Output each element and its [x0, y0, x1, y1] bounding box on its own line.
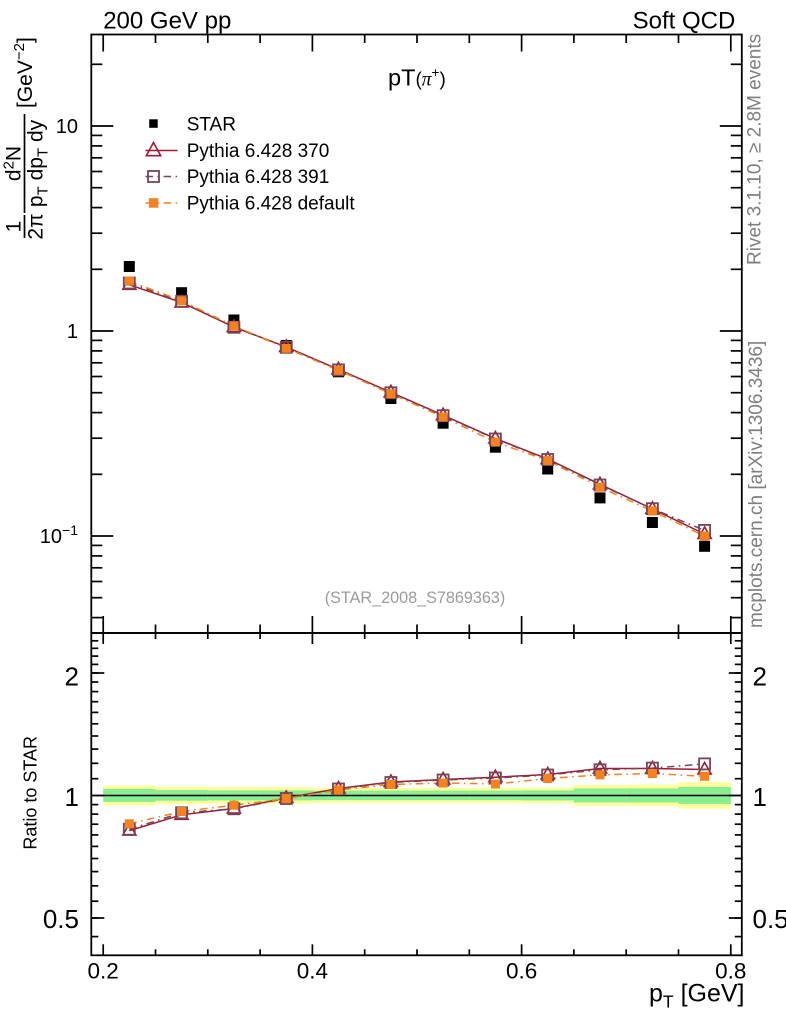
svg-text:200 GeV pp: 200 GeV pp — [103, 7, 231, 34]
svg-text:Ratio to STAR: Ratio to STAR — [21, 736, 41, 850]
svg-text:Pythia 6.428 391: Pythia 6.428 391 — [187, 167, 330, 188]
svg-text:0.6: 0.6 — [506, 959, 537, 984]
svg-text:Rivet 3.1.10, ≥ 2.8M events: Rivet 3.1.10, ≥ 2.8M events — [745, 34, 766, 265]
svg-text:Pythia 6.428 370: Pythia 6.428 370 — [187, 141, 330, 162]
svg-text:STAR: STAR — [187, 114, 236, 135]
svg-text:0.5: 0.5 — [753, 904, 786, 934]
svg-text:d2N: d2N — [1, 146, 26, 181]
svg-text:1: 1 — [67, 321, 78, 343]
svg-text:1: 1 — [753, 782, 767, 812]
svg-text:2: 2 — [753, 662, 767, 692]
svg-text:10: 10 — [56, 116, 78, 138]
svg-text:(STAR_2008_S7869363): (STAR_2008_S7869363) — [325, 589, 506, 607]
svg-text:Pythia 6.428 default: Pythia 6.428 default — [187, 194, 356, 215]
svg-text:0.8: 0.8 — [715, 959, 746, 984]
svg-text:1: 1 — [65, 782, 79, 812]
svg-text:0.2: 0.2 — [88, 959, 119, 984]
svg-text:2: 2 — [65, 662, 79, 692]
svg-text:1: 1 — [3, 221, 26, 233]
svg-text:0.5: 0.5 — [43, 904, 79, 934]
svg-text:2π: 2π — [25, 213, 48, 239]
svg-text:pT dpT dy: pT dpT dy — [25, 119, 52, 207]
svg-text:0.4: 0.4 — [297, 959, 328, 984]
svg-text:Soft QCD: Soft QCD — [633, 7, 736, 34]
svg-text:mcplots.cern.ch [arXiv:1306.34: mcplots.cern.ch [arXiv:1306.3436] — [746, 341, 767, 628]
